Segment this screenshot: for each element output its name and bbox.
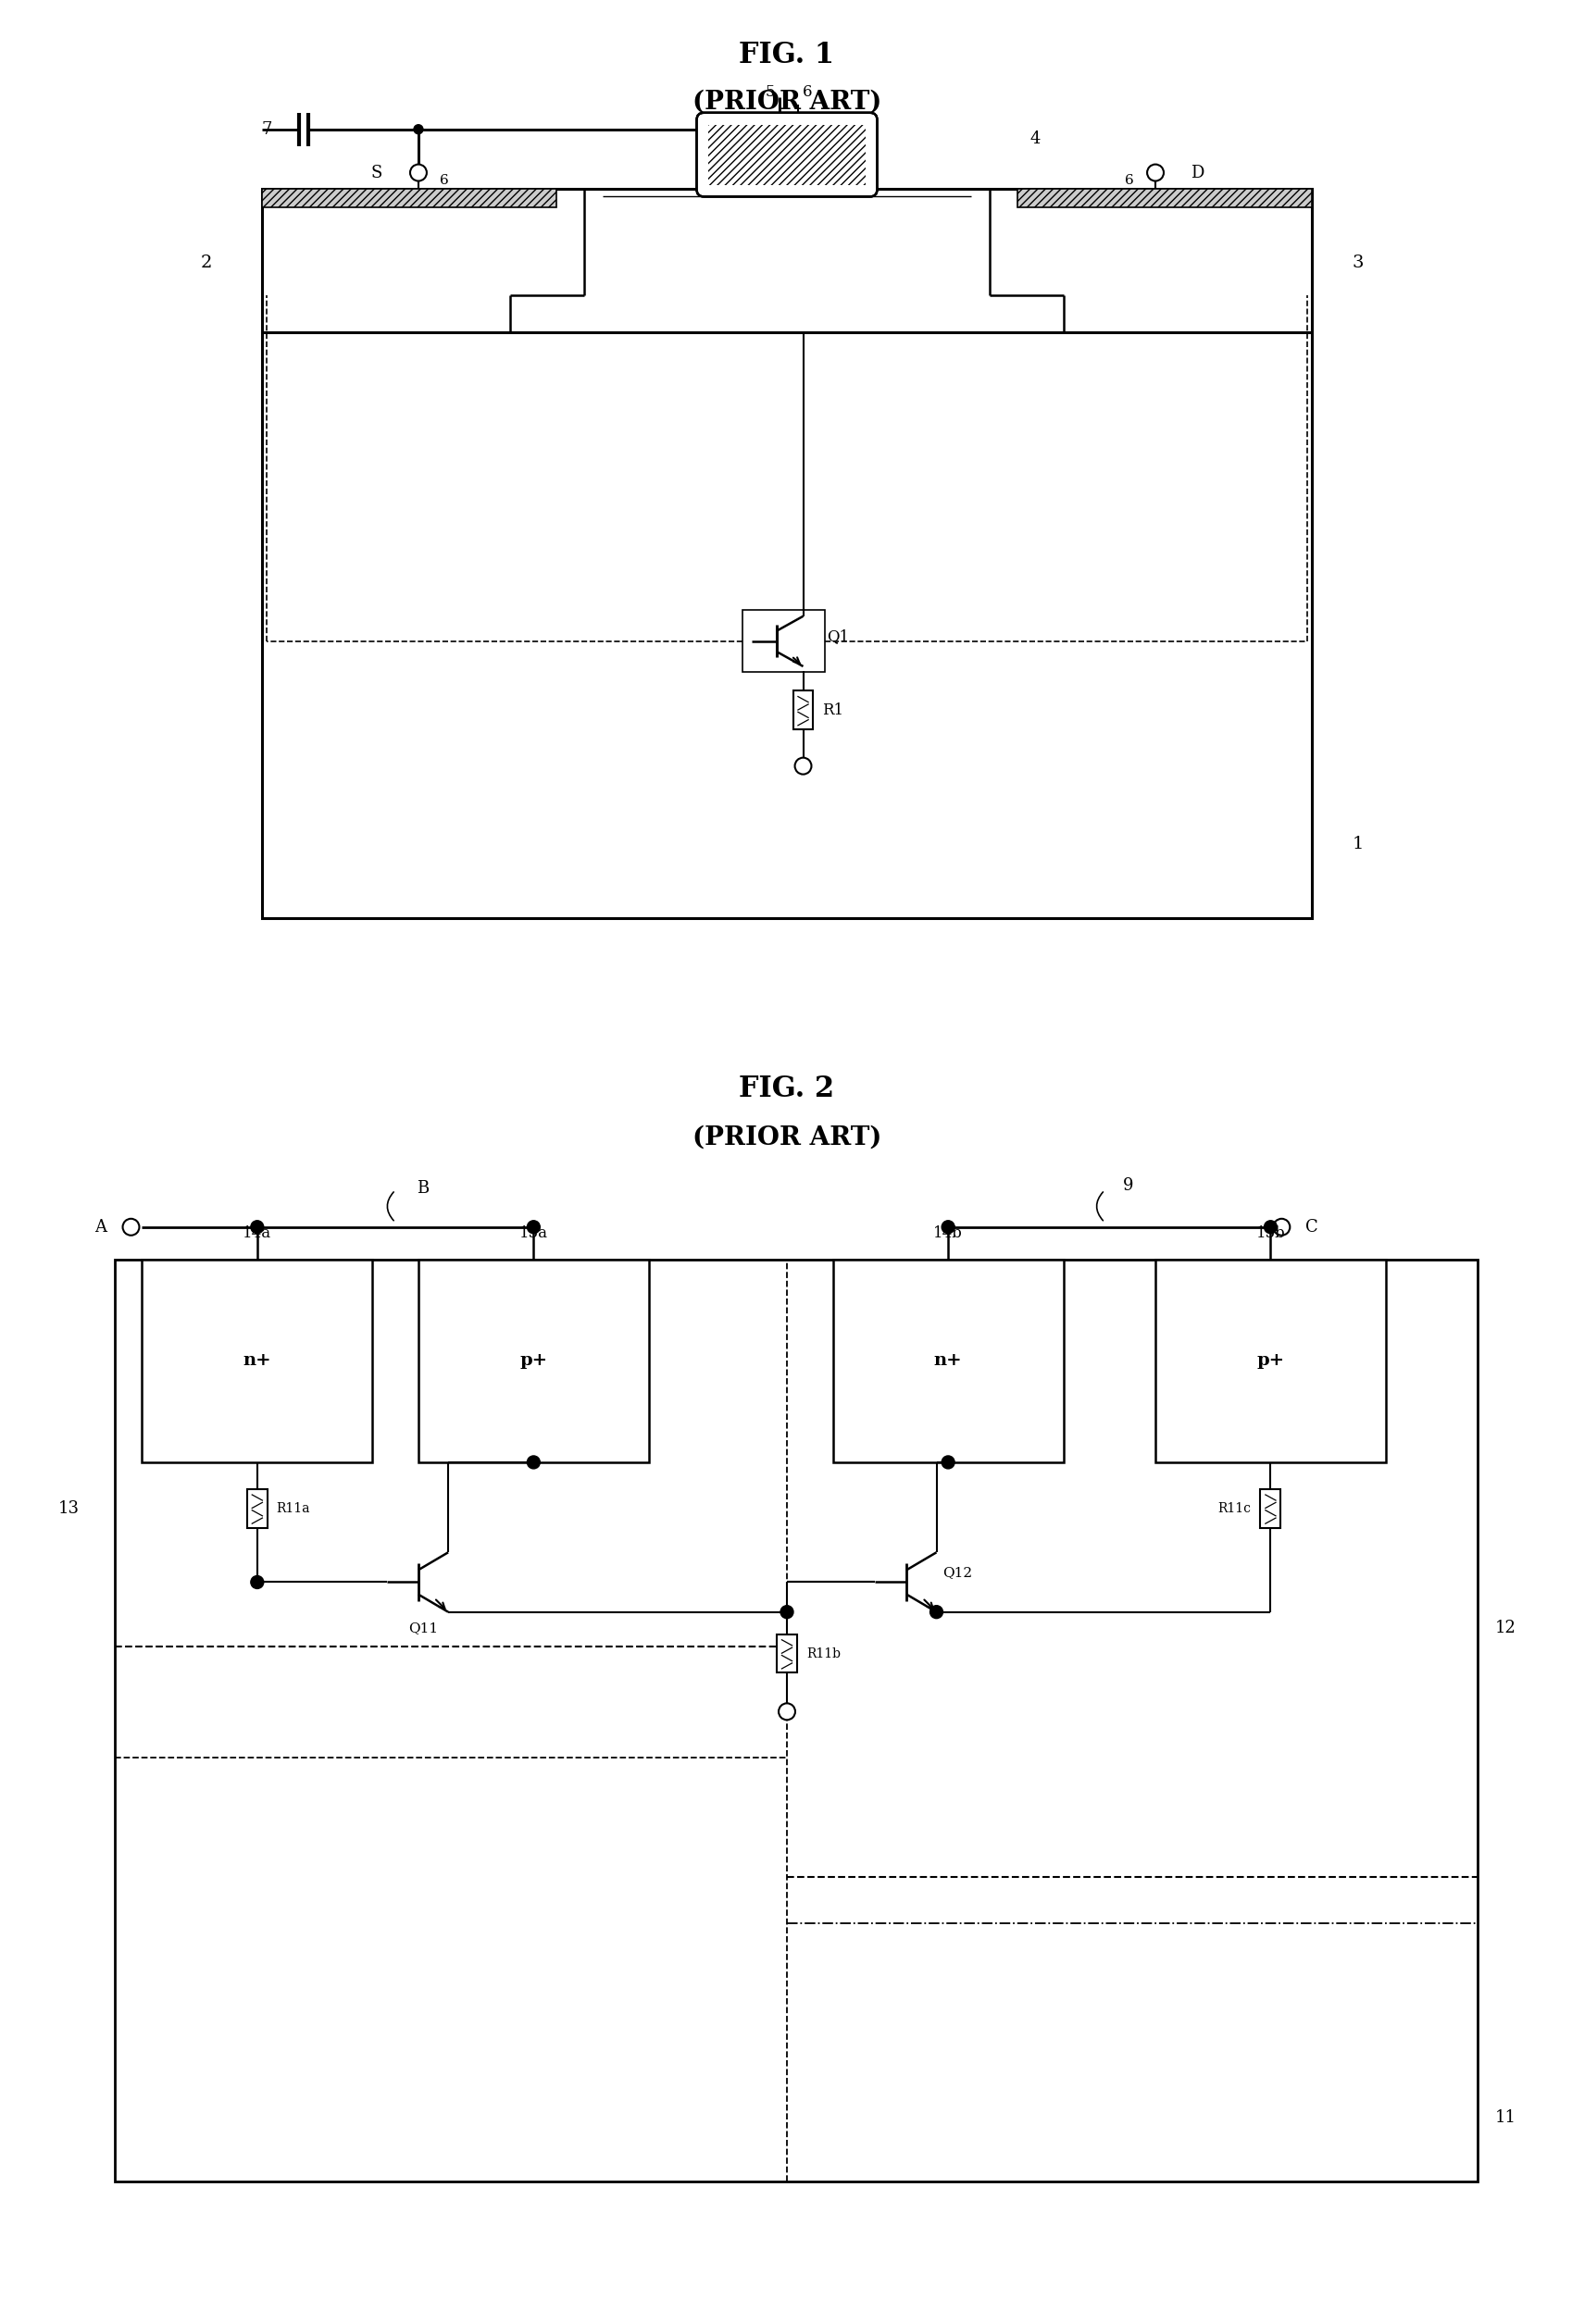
Bar bbox=[742, 611, 825, 672]
Circle shape bbox=[527, 1220, 539, 1234]
Text: D: D bbox=[1190, 165, 1203, 181]
Bar bbox=[261, 188, 556, 207]
Text: C: C bbox=[1305, 1218, 1317, 1236]
Text: R11c: R11c bbox=[1217, 1501, 1250, 1515]
Circle shape bbox=[942, 1220, 954, 1234]
Text: n+: n+ bbox=[244, 1353, 272, 1369]
Text: R11a: R11a bbox=[277, 1501, 310, 1515]
Text: 15a: 15a bbox=[519, 1225, 547, 1241]
Text: 1: 1 bbox=[1352, 837, 1363, 853]
Bar bbox=[709, 125, 865, 184]
Circle shape bbox=[778, 1703, 795, 1720]
Circle shape bbox=[780, 1606, 792, 1618]
Bar bbox=[418, 1260, 648, 1462]
Bar bbox=[247, 1490, 267, 1527]
Circle shape bbox=[123, 1218, 140, 1236]
Text: (PRIOR ART): (PRIOR ART) bbox=[692, 1125, 880, 1150]
Circle shape bbox=[929, 1606, 942, 1618]
Text: 14b: 14b bbox=[932, 1225, 962, 1241]
Text: S: S bbox=[371, 165, 382, 181]
Circle shape bbox=[527, 1455, 539, 1469]
Text: 6: 6 bbox=[1124, 174, 1133, 186]
Bar bbox=[1259, 1490, 1280, 1527]
Circle shape bbox=[1273, 1218, 1289, 1236]
Bar bbox=[1017, 188, 1311, 207]
Text: 7: 7 bbox=[261, 121, 272, 137]
Text: 12: 12 bbox=[1493, 1620, 1515, 1636]
Text: R11b: R11b bbox=[806, 1648, 839, 1659]
Bar bbox=[1155, 1260, 1385, 1462]
Circle shape bbox=[250, 1220, 264, 1234]
Bar bbox=[115, 1260, 1478, 2182]
Bar bbox=[261, 188, 1311, 918]
Text: (PRIOR ART): (PRIOR ART) bbox=[692, 88, 880, 114]
Text: Q11: Q11 bbox=[407, 1622, 437, 1634]
Text: FIG. 1: FIG. 1 bbox=[739, 42, 835, 70]
Text: 11: 11 bbox=[1493, 2108, 1515, 2126]
Circle shape bbox=[1264, 1220, 1276, 1234]
FancyBboxPatch shape bbox=[696, 112, 877, 198]
Text: 9: 9 bbox=[1122, 1178, 1132, 1195]
Circle shape bbox=[250, 1576, 264, 1590]
Text: Q12: Q12 bbox=[942, 1566, 971, 1580]
Circle shape bbox=[413, 125, 423, 135]
Text: 3: 3 bbox=[1352, 256, 1363, 272]
Text: 2: 2 bbox=[201, 256, 212, 272]
Text: n+: n+ bbox=[934, 1353, 962, 1369]
Text: p+: p+ bbox=[1256, 1353, 1284, 1369]
Text: 4: 4 bbox=[1030, 130, 1041, 146]
Bar bbox=[792, 690, 813, 730]
Bar bbox=[141, 1260, 373, 1462]
Bar bbox=[777, 1634, 797, 1673]
Text: 14a: 14a bbox=[242, 1225, 272, 1241]
Text: 6: 6 bbox=[802, 84, 811, 100]
Circle shape bbox=[410, 165, 426, 181]
Circle shape bbox=[942, 1455, 954, 1469]
Text: 15b: 15b bbox=[1254, 1225, 1284, 1241]
Text: R1: R1 bbox=[822, 702, 844, 718]
Text: 6: 6 bbox=[440, 174, 448, 186]
Text: FIG. 2: FIG. 2 bbox=[739, 1074, 835, 1104]
Bar bbox=[833, 1260, 1063, 1462]
Text: A: A bbox=[94, 1218, 107, 1236]
Text: Q1: Q1 bbox=[825, 630, 849, 644]
Text: 13: 13 bbox=[58, 1499, 79, 1518]
Circle shape bbox=[794, 758, 811, 774]
Circle shape bbox=[1146, 165, 1163, 181]
Text: B: B bbox=[417, 1181, 429, 1197]
Text: p+: p+ bbox=[519, 1353, 547, 1369]
Text: 5: 5 bbox=[766, 84, 775, 100]
